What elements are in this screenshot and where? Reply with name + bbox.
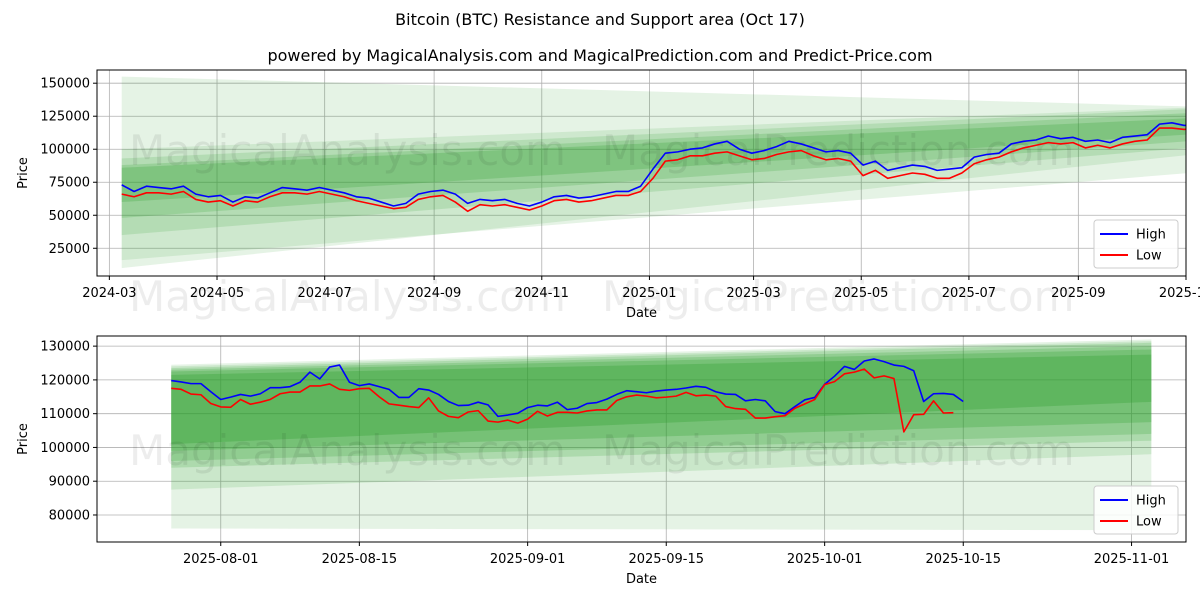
support-resistance-band xyxy=(121,76,1186,269)
x-tick-label: 2025-01 xyxy=(622,286,676,301)
watermark-text: MagicalPrediction.com xyxy=(602,272,1075,321)
x-tick-label: 2025-05 xyxy=(834,286,888,301)
legend-label-high: High xyxy=(1136,228,1166,243)
y-tick-label: 100000 xyxy=(40,441,90,456)
chart-panel-zoom: MagicalAnalysis.com MagicalPrediction.com… xyxy=(16,335,1187,587)
watermark-text: MagicalPrediction.com xyxy=(602,426,1075,475)
plot-content: MagicalAnalysis.com MagicalPrediction.com xyxy=(97,70,1186,276)
axes-frame xyxy=(96,335,1187,543)
series-line-high xyxy=(171,358,964,418)
x-tick-label: 2025-07 xyxy=(942,286,996,301)
y-tick-label: 125000 xyxy=(40,110,90,125)
x-axis-label: Date xyxy=(626,572,657,587)
y-tick-label: 50000 xyxy=(49,209,90,224)
legend: High Low xyxy=(1093,219,1179,269)
plot-content: MagicalAnalysis.com MagicalPrediction.com xyxy=(97,336,1186,542)
y-tick-label: 25000 xyxy=(49,242,90,257)
x-tick-label: 2025-09-15 xyxy=(628,552,704,567)
y-tick-label: 100000 xyxy=(40,143,90,158)
legend-label-low: Low xyxy=(1136,515,1162,530)
y-tick-label: 130000 xyxy=(40,340,90,355)
watermark-text: MagicalAnalysis.com xyxy=(129,426,566,475)
x-tick-label: 2025-09 xyxy=(1051,286,1105,301)
support-resistance-band xyxy=(121,118,1186,203)
chart-panel-overview: MagicalAnalysis.com MagicalPrediction.com… xyxy=(16,69,1200,321)
watermark-text: MagicalAnalysis.com xyxy=(129,272,566,321)
y-tick-label: 90000 xyxy=(49,475,90,490)
x-tick-label: 2025-03 xyxy=(726,286,780,301)
x-tick-label: 2025-11 xyxy=(1159,286,1200,301)
x-tick-label: 2024-09 xyxy=(407,286,461,301)
x-tick-label: 2025-10-01 xyxy=(787,552,863,567)
watermark-text: MagicalAnalysis.com xyxy=(129,126,566,175)
plot-area xyxy=(97,70,1186,276)
series-line-low xyxy=(171,368,954,433)
support-resistance-band xyxy=(171,349,1152,451)
support-resistance-band xyxy=(121,107,1186,261)
support-resistance-band xyxy=(171,342,1152,468)
legend: High Low xyxy=(1093,485,1179,535)
series-line-high xyxy=(121,122,1186,207)
y-tick-label: 75000 xyxy=(49,176,90,191)
x-tick-label: 2025-08-15 xyxy=(322,552,398,567)
axes-frame xyxy=(96,69,1187,277)
series-line-low xyxy=(121,127,1186,213)
x-tick-label: 2024-05 xyxy=(190,286,244,301)
support-resistance-band xyxy=(171,339,1152,531)
x-tick-label: 2024-03 xyxy=(82,286,136,301)
support-resistance-band xyxy=(171,341,1152,490)
legend-label-high: High xyxy=(1136,494,1166,509)
legend-label-low: Low xyxy=(1136,249,1162,264)
y-axis-label: Price xyxy=(16,157,31,189)
x-tick-label: 2025-08-01 xyxy=(183,552,259,567)
x-tick-label: 2025-09-01 xyxy=(490,552,566,567)
y-axis-label: Price xyxy=(16,423,31,455)
plot-area xyxy=(97,336,1186,542)
y-tick-label: 150000 xyxy=(40,77,90,92)
x-axis-label: Date xyxy=(626,306,657,321)
x-tick-label: 2025-10-15 xyxy=(925,552,1001,567)
y-tick-label: 80000 xyxy=(49,508,90,523)
support-resistance-band xyxy=(171,354,1152,445)
chart-subtitle: powered by MagicalAnalysis.com and Magic… xyxy=(267,46,933,65)
chart-title: Bitcoin (BTC) Resistance and Support are… xyxy=(395,10,805,29)
x-tick-label: 2025-11-01 xyxy=(1094,552,1170,567)
support-resistance-band xyxy=(171,346,1152,461)
y-tick-label: 120000 xyxy=(40,373,90,388)
x-tick-label: 2024-07 xyxy=(298,286,352,301)
y-tick-label: 110000 xyxy=(40,407,90,422)
support-resistance-band xyxy=(121,113,1186,218)
x-tick-label: 2024-11 xyxy=(515,286,569,301)
